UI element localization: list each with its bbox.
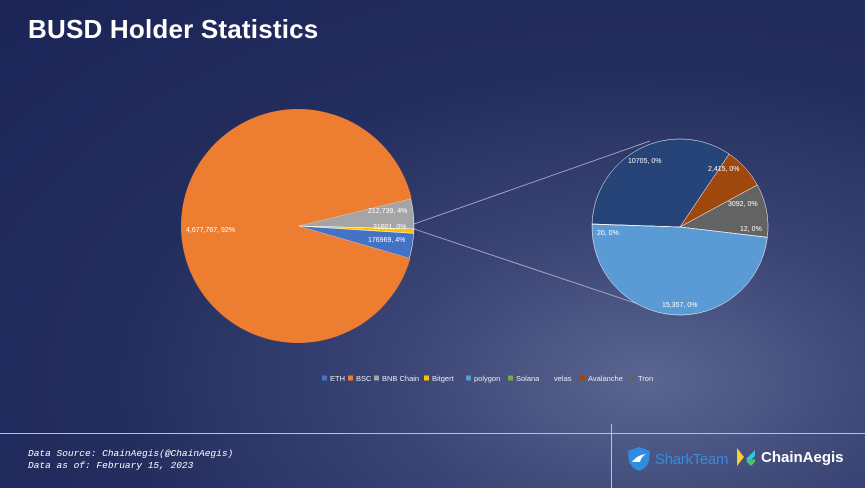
label-bnb-chain: 212,739, 4% — [368, 208, 407, 215]
label-polygon: 15,357, 0% — [662, 302, 697, 309]
shark-shield-icon — [628, 447, 650, 471]
legend-label-avalanche: Avalanche — [588, 374, 623, 383]
data-labels: 212,739, 4% 31601, 0% 176969, 4% 4,677,767,… — [186, 158, 762, 309]
slice-velas — [591, 138, 730, 228]
connector-line-bottom — [413, 228, 651, 309]
legend-label-polygon: polygon — [474, 374, 500, 383]
page-title: BUSD Holder Statistics — [28, 14, 319, 44]
label-solana: 12, 0% — [740, 226, 762, 233]
legend-swatch-tron — [630, 375, 635, 381]
legend-swatch-avalanche — [580, 375, 585, 381]
legend-swatch-solana — [508, 375, 513, 381]
legend-swatch-bitgert — [424, 375, 429, 381]
label-eth: 176969, 4% — [368, 237, 405, 244]
label-tron: 3092, 0% — [728, 201, 758, 208]
slice-eth — [297, 225, 415, 259]
sharkteam-logo: SharkTeam — [626, 446, 728, 472]
legend-label-bnb-chain: BNB Chain — [382, 374, 419, 383]
footer-vertical-divider — [611, 424, 612, 488]
label-bsc: 4,677,767, 92% — [186, 227, 235, 234]
legend-label-solana: Solana — [516, 374, 540, 383]
label-velas-small: 20, 0% — [597, 230, 619, 237]
slice-velas-small — [591, 223, 681, 228]
legend-label-eth: ETH — [330, 374, 345, 383]
connector-line-top — [413, 140, 651, 225]
legend-label-bsc: BSC — [356, 374, 372, 383]
legend-swatch-eth — [322, 375, 327, 381]
main-pie — [181, 109, 415, 344]
legend: ETH BSC BNB Chain Bitgert polygon Solana velas… — [322, 374, 653, 383]
chainaegis-mark-icon — [737, 448, 755, 466]
chainaegis-wordmark: ChainAegis — [761, 448, 844, 466]
label-avalanche: 2,415, 0% — [708, 166, 740, 173]
slice-polygon — [591, 224, 768, 316]
label-velas: 10705, 0% — [628, 158, 661, 165]
slice-bsc — [181, 109, 412, 344]
legend-label-velas: velas — [554, 374, 572, 383]
footer-divider — [0, 433, 865, 434]
chainaegis-logo: ChainAegis — [735, 446, 844, 468]
label-bitgert: 31601, 0% — [373, 224, 406, 231]
legend-swatch-bsc — [348, 375, 353, 381]
legend-label-tron: Tron — [638, 374, 653, 383]
data-date-text: Data as of: February 15, 2023 — [28, 460, 194, 471]
legend-swatch-polygon — [466, 375, 471, 381]
legend-label-bitgert: Bitgert — [432, 374, 455, 383]
sharkteam-wordmark: SharkTeam — [655, 450, 729, 468]
legend-swatch-bnb-chain — [374, 375, 379, 381]
data-source-text: Data Source: ChainAegis(@ChainAegis) — [28, 448, 234, 459]
secondary-pie — [591, 138, 769, 316]
